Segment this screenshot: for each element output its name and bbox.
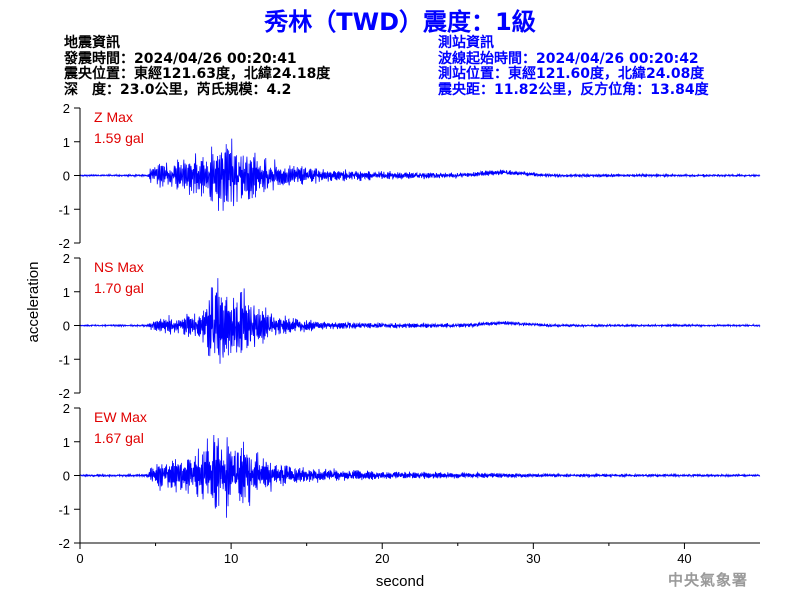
y-tick-label: 0: [63, 169, 70, 184]
y-tick-label: 0: [63, 469, 70, 484]
max-label-z: Z Max: [94, 109, 133, 125]
station-info-heading: 測站資訊: [438, 35, 494, 51]
x-tick-label: 10: [224, 551, 238, 566]
y-tick-label: 1: [63, 135, 70, 150]
y-tick-label: 2: [63, 101, 70, 116]
x-tick-label: 20: [375, 551, 389, 566]
max-label-ew: EW Max: [94, 409, 147, 425]
epicentral-distance-azimuth: 震央距：11.82公里，反方位角：13.84度: [438, 81, 709, 98]
x-tick-label: 40: [677, 551, 691, 566]
event-info: 地震資訊 發震時間：2024/04/26 00:20:41 震央位置：東經121…: [64, 35, 331, 98]
y-tick-label: 1: [63, 435, 70, 450]
agency-watermark: 中央氣象署: [667, 571, 748, 589]
y-tick-label: -1: [58, 352, 70, 367]
y-tick-label: -1: [58, 202, 70, 217]
trace-ew: [79, 434, 761, 518]
depth-magnitude: 深 度：23.0公里，芮氏規模：4.2: [64, 81, 292, 98]
epicenter-location: 震央位置：東經121.63度，北緯24.18度: [64, 66, 331, 82]
max-value-ns: 1.70 gal: [94, 280, 144, 296]
y-tick-label: 2: [63, 251, 70, 266]
max-label-ns: NS Max: [94, 259, 144, 275]
y-tick-label: -2: [58, 386, 70, 401]
chart-title: 秀林（TWD）震度：1級: [264, 8, 536, 36]
trace-ns: [79, 278, 761, 364]
max-value-ew: 1.67 gal: [94, 430, 144, 446]
trace-z: [79, 138, 761, 211]
y-tick-label: -2: [58, 236, 70, 251]
y-tick-label: 0: [63, 319, 70, 334]
origin-time: 發震時間：2024/04/26 00:20:41: [64, 50, 297, 67]
y-axis-label: acceleration: [25, 262, 42, 343]
max-value-z: 1.59 gal: [94, 130, 144, 146]
y-tick-label: -2: [58, 536, 70, 551]
x-tick-label: 0: [76, 551, 83, 566]
y-tick-label: -1: [58, 502, 70, 517]
y-tick-label: 1: [63, 285, 70, 300]
x-axis-label: second: [376, 573, 424, 590]
x-tick-label: 30: [526, 551, 540, 566]
waveform-start-time: 波線起始時間：2024/04/26 00:20:42: [438, 50, 699, 67]
station-info: 測站資訊 波線起始時間：2024/04/26 00:20:42 測站位置：東經1…: [438, 35, 709, 98]
event-info-heading: 地震資訊: [64, 35, 120, 51]
y-tick-label: 2: [63, 401, 70, 416]
station-location: 測站位置：東經121.60度，北緯24.08度: [438, 66, 705, 82]
